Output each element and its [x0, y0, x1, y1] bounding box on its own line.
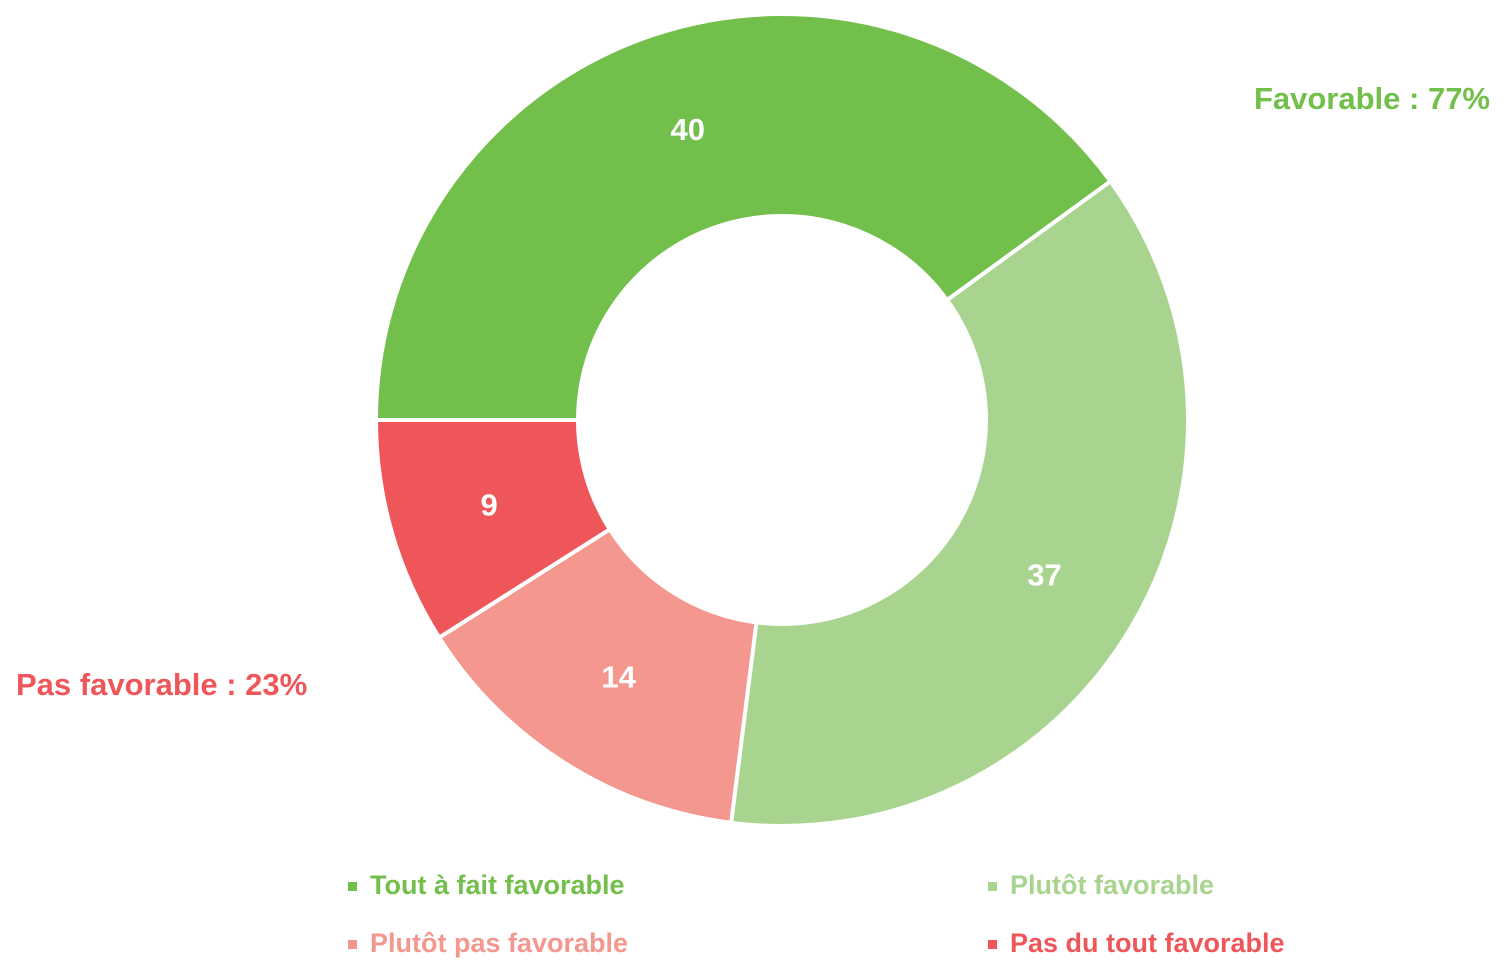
- donut-segment: [373, 418, 613, 641]
- annotation: Pas favorable : 23%: [16, 667, 307, 702]
- legend-marker: [348, 882, 357, 891]
- legend-label: Plutôt pas favorable: [370, 928, 628, 958]
- legend-marker: [988, 882, 997, 891]
- donut-segment: [728, 178, 1190, 828]
- legend-label: Tout à fait favorable: [370, 870, 625, 900]
- legend-marker: [988, 940, 997, 949]
- legend-marker: [348, 940, 357, 949]
- data-label: 37: [1027, 557, 1061, 592]
- donut-segment: [436, 526, 759, 826]
- donut-segment: [373, 12, 1114, 422]
- data-label: 9: [480, 487, 497, 522]
- data-label: 14: [601, 660, 636, 695]
- annotation: Favorable : 77%: [1254, 81, 1490, 116]
- legend-label: Plutôt favorable: [1010, 870, 1214, 900]
- legend-label: Pas du tout favorable: [1010, 928, 1285, 958]
- data-label: 40: [671, 112, 705, 147]
